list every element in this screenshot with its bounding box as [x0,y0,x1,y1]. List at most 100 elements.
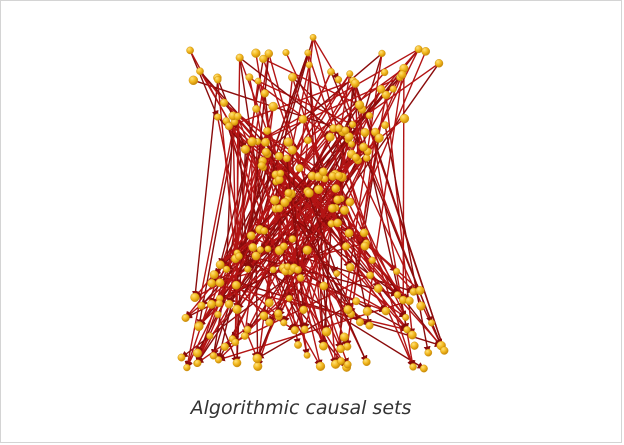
causal-node [248,243,258,252]
causal-node [282,49,290,57]
causal-node [232,358,242,368]
causal-node [389,85,397,93]
causal-node [192,348,202,358]
causal-node [231,338,240,347]
causal-node [313,184,323,194]
causal-edge [286,158,307,311]
causal-node [194,359,202,367]
causal-node [214,310,222,319]
causal-node [300,325,309,334]
causal-node [440,346,449,355]
causal-node [359,142,368,152]
causal-node [336,344,345,354]
causal-edge [216,77,239,260]
causal-node [341,126,350,135]
causal-edge [237,115,324,173]
causal-node [254,77,262,85]
causal-node [334,76,343,84]
causal-edge [293,267,408,331]
causal-edge [217,300,410,362]
causal-node [352,297,361,306]
causal-node [365,321,374,330]
causal-node [215,299,223,308]
causal-node [264,245,272,253]
causal-node [343,305,353,315]
causal-node [350,79,360,88]
causal-node [360,241,370,251]
causal-node [309,33,317,41]
causal-node [287,145,297,155]
causal-node [288,72,297,82]
causal-node [224,299,234,309]
causal-node [355,318,364,327]
causal-node [207,278,216,288]
causal-node [416,301,426,311]
causal-edge [308,193,327,347]
causal-node [343,360,352,369]
causal-node [213,113,222,121]
causal-edge [263,171,324,232]
causal-node [253,361,263,371]
causal-node [188,75,199,85]
causal-node [381,306,391,316]
causal-node [331,184,340,193]
causal-node [215,278,225,288]
causal-node [337,357,345,365]
causal-node [209,270,219,280]
causal-node [424,348,433,357]
causal-edge [262,58,361,106]
causal-node [251,48,261,58]
causal-node [434,59,444,68]
causal-node [257,161,266,170]
causal-node [264,298,274,308]
causal-node [209,352,218,360]
causal-node [405,296,414,305]
causal-node [333,218,342,228]
causal-node [233,112,242,121]
causal-node [243,325,252,334]
causal-node [397,70,407,79]
causal-node [280,319,288,327]
causal-node [214,76,222,84]
causal-node [232,304,242,314]
causal-node [261,147,271,157]
causal-edge [399,68,407,301]
causal-node [344,132,354,142]
causal-node [264,49,274,58]
causal-node [261,137,270,147]
causal-node [362,306,373,316]
causal-edge [364,74,403,312]
causal-edge [226,81,259,305]
causal-node [283,137,293,147]
causal-node [302,245,312,255]
causal-edge [277,175,340,315]
causal-node [284,188,293,198]
causal-edge [228,80,354,128]
causal-node [414,45,423,54]
causal-edge [272,269,387,313]
causal-node [251,251,261,261]
causal-edge [192,79,219,299]
causal-edge [348,51,427,234]
causal-node [265,318,274,327]
causal-node [339,205,350,215]
causal-node [318,167,328,176]
causal-node [354,100,365,110]
causal-node [403,326,411,334]
causal-node [280,197,290,207]
causal-node [206,299,216,309]
causal-node [276,169,285,178]
causal-node [366,271,374,280]
causal-node [348,120,357,129]
causal-node [346,70,354,78]
causal-edge [290,193,368,363]
causal-node [240,144,250,154]
causal-node [303,136,312,145]
causal-node [345,197,355,207]
causal-node [282,154,291,163]
causal-node [360,127,370,137]
causal-edge [232,53,270,260]
causal-node [194,322,204,332]
causal-edge [312,37,340,81]
